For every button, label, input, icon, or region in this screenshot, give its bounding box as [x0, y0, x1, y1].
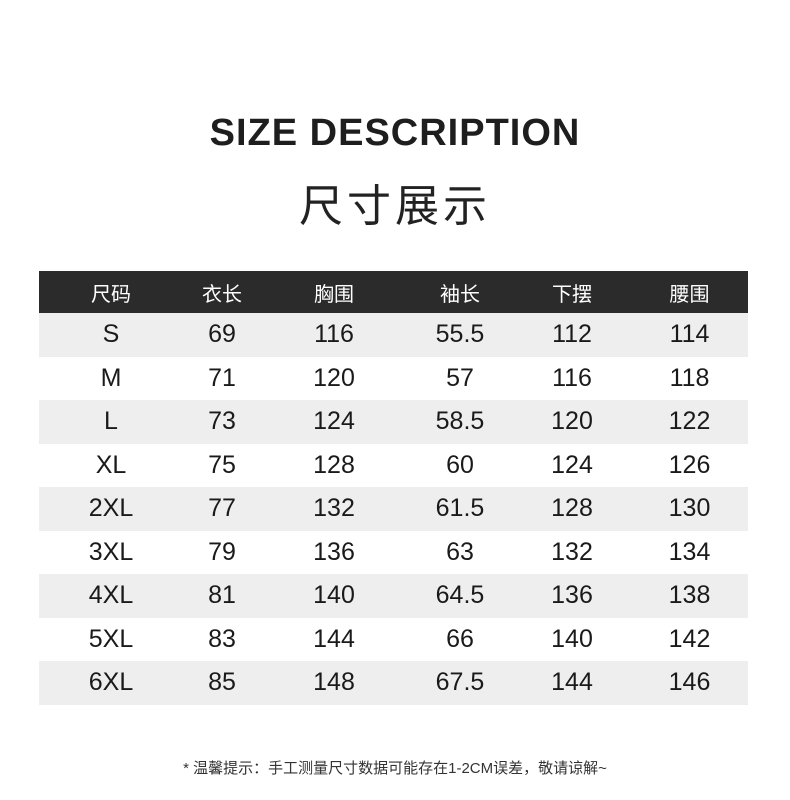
table-cell: M: [100, 363, 122, 392]
table-cell: 60: [446, 450, 474, 479]
table-cell: 57: [446, 363, 474, 392]
table-cell: 146: [668, 668, 711, 697]
table-cell: 2XL: [88, 494, 134, 523]
table-cell: 134: [668, 537, 711, 566]
table-cell: 85: [208, 668, 236, 697]
table-cell: 116: [552, 363, 592, 392]
table-row: 2XL 77 132 61.5 128 130: [39, 487, 748, 531]
measurement-note: * 温馨提示：手工测量尺寸数据可能存在1-2CM误差，敬请谅解~: [183, 760, 607, 777]
table-row: 4XL 81 140 64.5 136 138: [39, 574, 748, 618]
table-cell: 63: [446, 537, 474, 566]
title-chinese: 尺寸展示: [299, 182, 491, 231]
table-cell: 140: [551, 624, 593, 653]
header-cell: 下摆: [552, 283, 592, 306]
table-cell: 128: [313, 450, 355, 479]
table-cell: 75: [208, 450, 236, 479]
table-cell: 144: [551, 668, 593, 697]
table-row: M 71 120 57 116 118: [39, 357, 748, 401]
header-cell: 尺码: [91, 283, 131, 306]
table-cell: 71: [208, 363, 236, 392]
table-cell: 148: [313, 668, 355, 697]
table-row: XL 75 128 60 124 126: [39, 444, 748, 488]
table-cell: 128: [551, 494, 593, 523]
table-cell: 69: [208, 320, 236, 349]
size-table: 尺码 衣长 胸围 袖长 下摆 腰围 S 69 116 55.5 112 114 M 71 120…: [39, 271, 748, 705]
table-row: 6XL 85 148 67.5 144 146: [39, 661, 748, 705]
table-cell: 112: [552, 320, 592, 349]
table-row: S 69 116 55.5 112 114: [39, 313, 748, 357]
table-cell: 73: [208, 407, 236, 436]
table-cell: 64.5: [435, 581, 485, 610]
table-cell: 140: [313, 581, 355, 610]
table-cell: S: [102, 320, 120, 349]
table-cell: 126: [668, 450, 711, 479]
table-header: 尺码 衣长 胸围 袖长 下摆 腰围: [39, 271, 748, 313]
table-cell: 77: [208, 494, 236, 523]
title-english: SIZE DESCRIPTION: [209, 112, 581, 154]
table-cell: 67.5: [435, 668, 485, 697]
table-cell: 120: [313, 363, 355, 392]
table-cell: 79: [208, 537, 236, 566]
table-row: 3XL 79 136 63 132 134: [39, 531, 748, 575]
table-cell: 132: [313, 494, 355, 523]
table-cell: 120: [551, 407, 593, 436]
table-row: 5XL 83 144 66 140 142: [39, 618, 748, 662]
table-cell: 130: [668, 494, 711, 523]
table-cell: 3XL: [88, 537, 134, 566]
table-cell: 5XL: [88, 624, 134, 653]
table-cell: 81: [208, 581, 236, 610]
table-cell: 114: [669, 320, 710, 349]
header-cell: 腰围: [669, 283, 710, 306]
table-cell: 55.5: [435, 320, 485, 349]
table-cell: L: [104, 407, 118, 436]
table-cell: 4XL: [88, 581, 134, 610]
table-row: L 73 124 58.5 120 122: [39, 400, 748, 444]
table-cell: 116: [314, 320, 354, 349]
table-cell: 144: [313, 624, 355, 653]
header-cell: 衣长: [202, 283, 242, 306]
table-cell: 124: [313, 407, 355, 436]
table-cell: 58.5: [435, 407, 485, 436]
table-cell: XL: [95, 450, 127, 479]
table-cell: 142: [668, 624, 711, 653]
table-cell: 122: [668, 407, 711, 436]
table-cell: 61.5: [435, 494, 485, 523]
header-cell: 胸围: [314, 283, 354, 306]
table-cell: 118: [669, 363, 710, 392]
table-cell: 6XL: [88, 668, 134, 697]
table-cell: 83: [208, 624, 236, 653]
table-cell: 136: [313, 537, 355, 566]
table-cell: 124: [551, 450, 593, 479]
table-cell: 66: [446, 624, 474, 653]
table-cell: 136: [551, 581, 593, 610]
table-cell: 138: [668, 581, 711, 610]
header-cell: 袖长: [440, 283, 480, 306]
table-cell: 132: [551, 537, 593, 566]
